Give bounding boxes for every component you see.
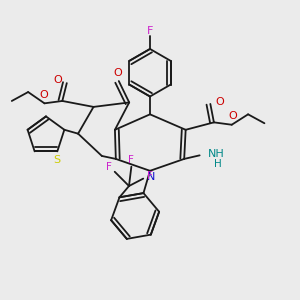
Text: O: O <box>39 90 48 100</box>
Text: O: O <box>113 68 122 78</box>
Text: F: F <box>128 155 134 165</box>
Text: F: F <box>147 26 153 35</box>
Text: O: O <box>53 75 62 85</box>
Text: F: F <box>147 171 153 181</box>
Text: O: O <box>215 98 224 107</box>
Text: S: S <box>53 155 60 165</box>
Text: NH: NH <box>208 149 225 159</box>
Text: H: H <box>214 159 222 169</box>
Text: N: N <box>147 172 155 182</box>
Text: F: F <box>106 162 112 172</box>
Text: O: O <box>229 111 237 122</box>
